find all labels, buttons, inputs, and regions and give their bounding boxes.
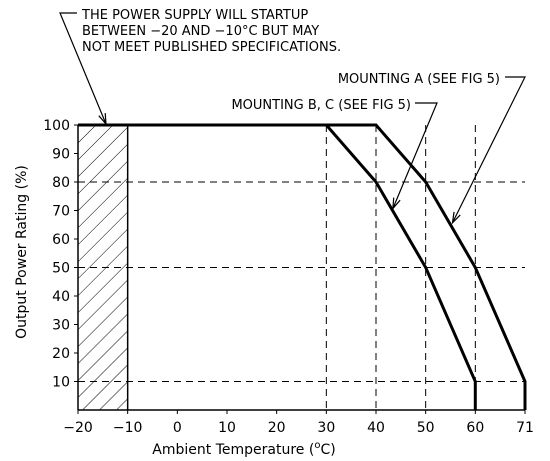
x-tick-label: 10 [218, 420, 236, 436]
y-tick-label: 60 [52, 232, 70, 248]
mounting-a-leader [451, 76, 526, 224]
mounting-bc-leader [392, 102, 438, 209]
x-tick-label: −10 [113, 420, 143, 436]
y-tick-label: 50 [52, 261, 70, 277]
series-line-mounting-bc [78, 123, 477, 410]
y-tick-label: 40 [52, 289, 70, 305]
x-tick-label: 50 [417, 420, 435, 436]
startup-note-leader-arrowhead [98, 112, 107, 126]
x-tick-label: 20 [268, 420, 286, 436]
x-tick-label: 71 [516, 420, 534, 436]
y-axis-label: Output Power Rating (%) [14, 165, 30, 339]
startup-note-line-1: THE POWER SUPPLY WILL STARTUP [81, 8, 308, 23]
x-tick-label: 30 [317, 420, 335, 436]
startup-note-line-2: BETWEEN −20 AND −10°C BUT MAY [82, 24, 319, 39]
y-tick-label: 20 [52, 346, 70, 362]
mounting-bc-leader-arrowhead [392, 197, 401, 211]
x-tick-label: 60 [466, 420, 484, 436]
x-axis-label: Ambient Temperature (oC) [152, 440, 335, 458]
series-line-mounting-a [78, 123, 527, 410]
y-tick-label: 70 [52, 204, 70, 220]
y-tick-label: 90 [52, 147, 70, 163]
mounting-a-label: MOUNTING A (SEE FIG 5) [338, 72, 500, 87]
x-tick-label: 40 [367, 420, 385, 436]
y-tick-label: 100 [43, 118, 70, 134]
x-tick-label: −20 [63, 420, 93, 436]
startup-note-line-3: NOT MEET PUBLISHED SPECIFICATIONS. [82, 40, 341, 55]
y-tick-label: 30 [52, 318, 70, 334]
x-axis-label-main: Ambient Temperature ( [152, 442, 314, 458]
startup-note-leader [59, 12, 107, 125]
mounting-a-leader-arrowhead [451, 211, 461, 225]
y-tick-label: 10 [52, 375, 70, 391]
x-axis-label-degree: o [314, 440, 320, 451]
y-tick-label: 80 [52, 175, 70, 191]
mounting-bc-label: MOUNTING B, C (SEE FIG 5) [231, 98, 411, 113]
x-axis-label-unit: C) [320, 442, 335, 458]
x-tick-label: 0 [173, 420, 182, 436]
